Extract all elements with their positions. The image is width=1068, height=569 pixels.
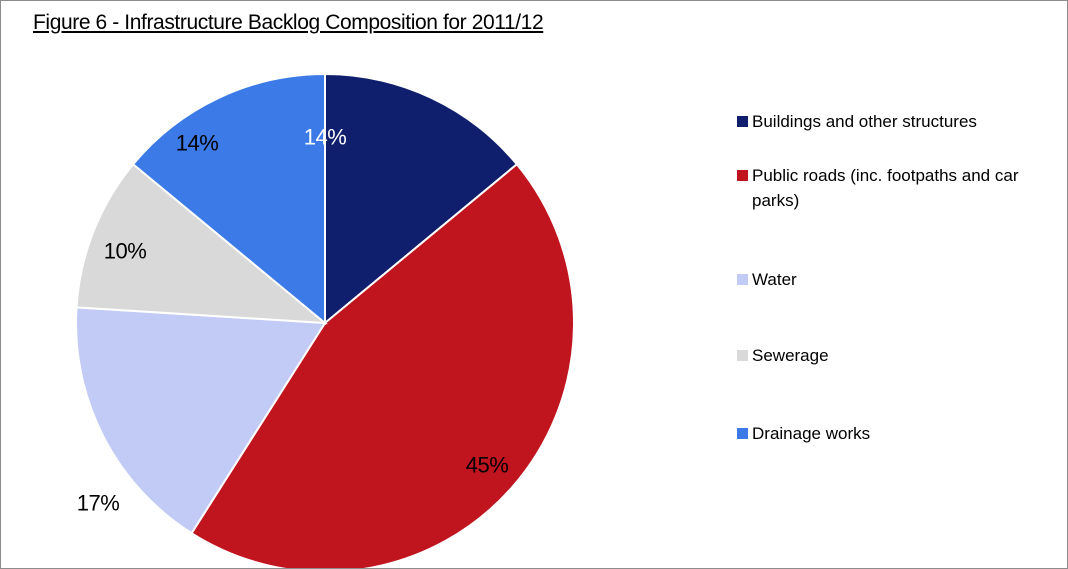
pie-slice-sewerage <box>75 162 329 325</box>
slice-label-buildings: 14% <box>304 125 347 150</box>
slice-label-drainage: 14% <box>176 131 219 156</box>
slice-label-water: 17% <box>77 491 120 516</box>
slice-label-public-roads: 45% <box>466 453 509 478</box>
legend-item-drainage: Drainage works <box>737 421 1052 446</box>
legend-label-drainage: Drainage works <box>752 424 871 443</box>
pie-slice-buildings <box>324 72 519 326</box>
legend-swatch-public-roads <box>737 170 748 181</box>
legend-item-sewerage: Sewerage <box>737 343 1052 368</box>
legend-swatch-drainage <box>737 428 748 439</box>
legend-label-water: Water <box>752 270 797 289</box>
chart-title: Figure 6 - Infrastructure Backlog Compos… <box>33 11 544 34</box>
pie-slice-water <box>75 306 327 535</box>
slice-label-sewerage: 10% <box>104 239 147 264</box>
legend-item-water: Water <box>737 267 1052 292</box>
pie-slice-drainage <box>131 72 326 326</box>
pie-slice-public-roads <box>190 162 575 568</box>
legend-swatch-sewerage <box>737 350 748 361</box>
legend-label-sewerage: Sewerage <box>752 346 829 365</box>
legend-swatch-buildings <box>737 116 748 127</box>
legend-label-buildings: Buildings and other structures <box>752 112 977 131</box>
legend-label-public-roads: Public roads (inc. footpaths and car par… <box>752 166 1019 210</box>
legend-item-public-roads: Public roads (inc. footpaths and car par… <box>737 163 1052 213</box>
legend-item-buildings: Buildings and other structures <box>737 109 1052 134</box>
legend-swatch-water <box>737 274 748 285</box>
